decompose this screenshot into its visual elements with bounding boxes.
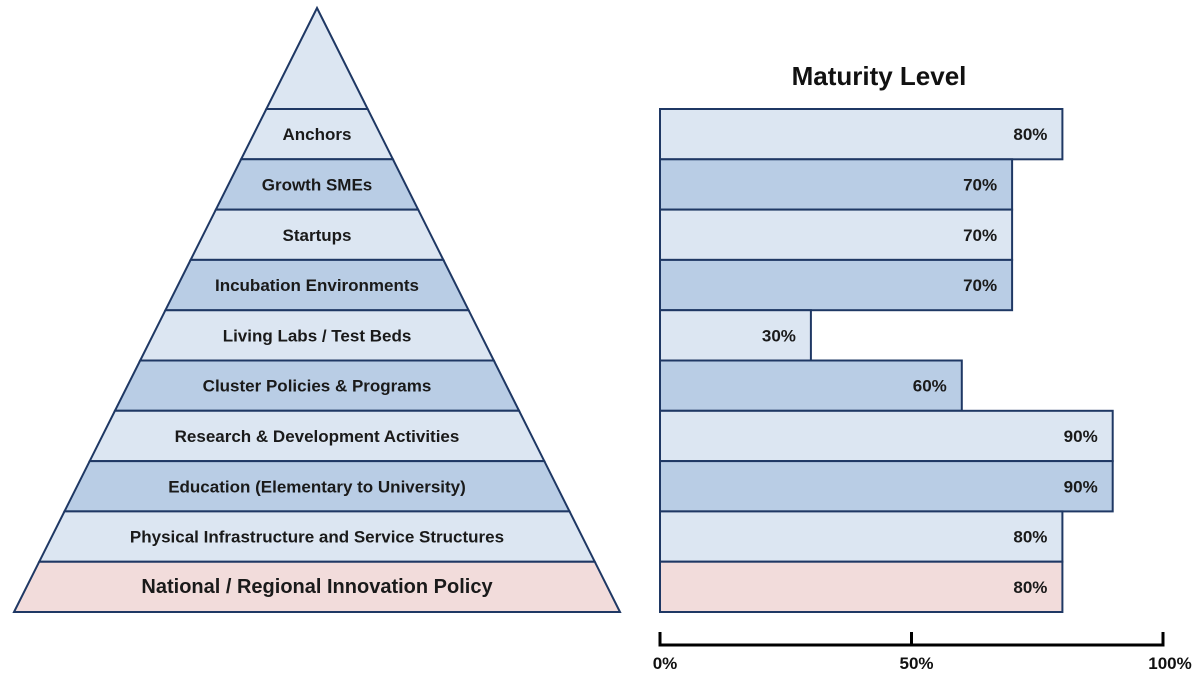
bar-growth-smes [659,158,1014,211]
pyramid-label-living-labs-test-beds: Living Labs / Test Beds [223,326,412,345]
chart-title: Maturity Level [792,61,967,91]
bar-value-label: 80% [1013,125,1047,144]
bar-physical-infrastructure-and-service-structures [659,510,1064,563]
pyramid-label-startups: Startups [283,226,352,245]
bar-startups [659,208,1014,261]
bar-value-label: 80% [1013,528,1047,547]
pyramid-layer-national-regional-innovation-policy [12,560,622,613]
pyramid-label-cluster-policies-programs: Cluster Policies & Programs [203,377,432,396]
pyramid-label-incubation-environments: Incubation Environments [215,276,419,295]
pyramid-label-physical-infrastructure-and-service-structures: Physical Infrastructure and Service Stru… [130,528,504,547]
pyramid: Anchors Growth SMEs Startups Incubation Env… [12,5,622,613]
bar-value-label: 70% [963,226,997,245]
bar-research-development-activities [659,409,1114,463]
bar-value-label: 70% [963,175,997,194]
x-axis: 0% 50% 100% [653,632,1192,673]
bar-value-label: 60% [913,377,947,396]
bar-value-label: 30% [762,326,796,345]
bar-value-label: 80% [1013,578,1047,597]
pyramid-label-anchors: Anchors [283,125,352,144]
bar-living-labs-test-beds [659,309,812,362]
pyramid-label-national-regional-innovation-policy: National / Regional Innovation Policy [141,576,493,598]
x-tick-label: 0% [653,654,678,673]
pyramid-label-research-development-activities: Research & Development Activities [175,427,460,446]
pyramid-label-education-elementary-to-university: Education (Elementary to University) [168,477,466,496]
bars: 80% 70% 70% 70% 30% 60% 90% 90% 80% 80% [659,108,1114,614]
x-tick-label: 100% [1148,654,1191,673]
bar-national-regional-innovation-policy [659,560,1064,614]
bar-education-elementary-to-university [659,460,1114,513]
bar-value-label: 90% [1064,427,1098,446]
bar-anchors [659,108,1064,161]
pyramid-label-growth-smes: Growth SMEs [262,175,373,194]
bar-value-label: 70% [963,276,997,295]
x-tick-label: 50% [899,654,933,673]
bar-incubation-environments [659,258,1014,312]
pyramid-apex [264,5,370,110]
bar-cluster-policies-programs [659,359,963,412]
bar-value-label: 90% [1064,477,1098,496]
